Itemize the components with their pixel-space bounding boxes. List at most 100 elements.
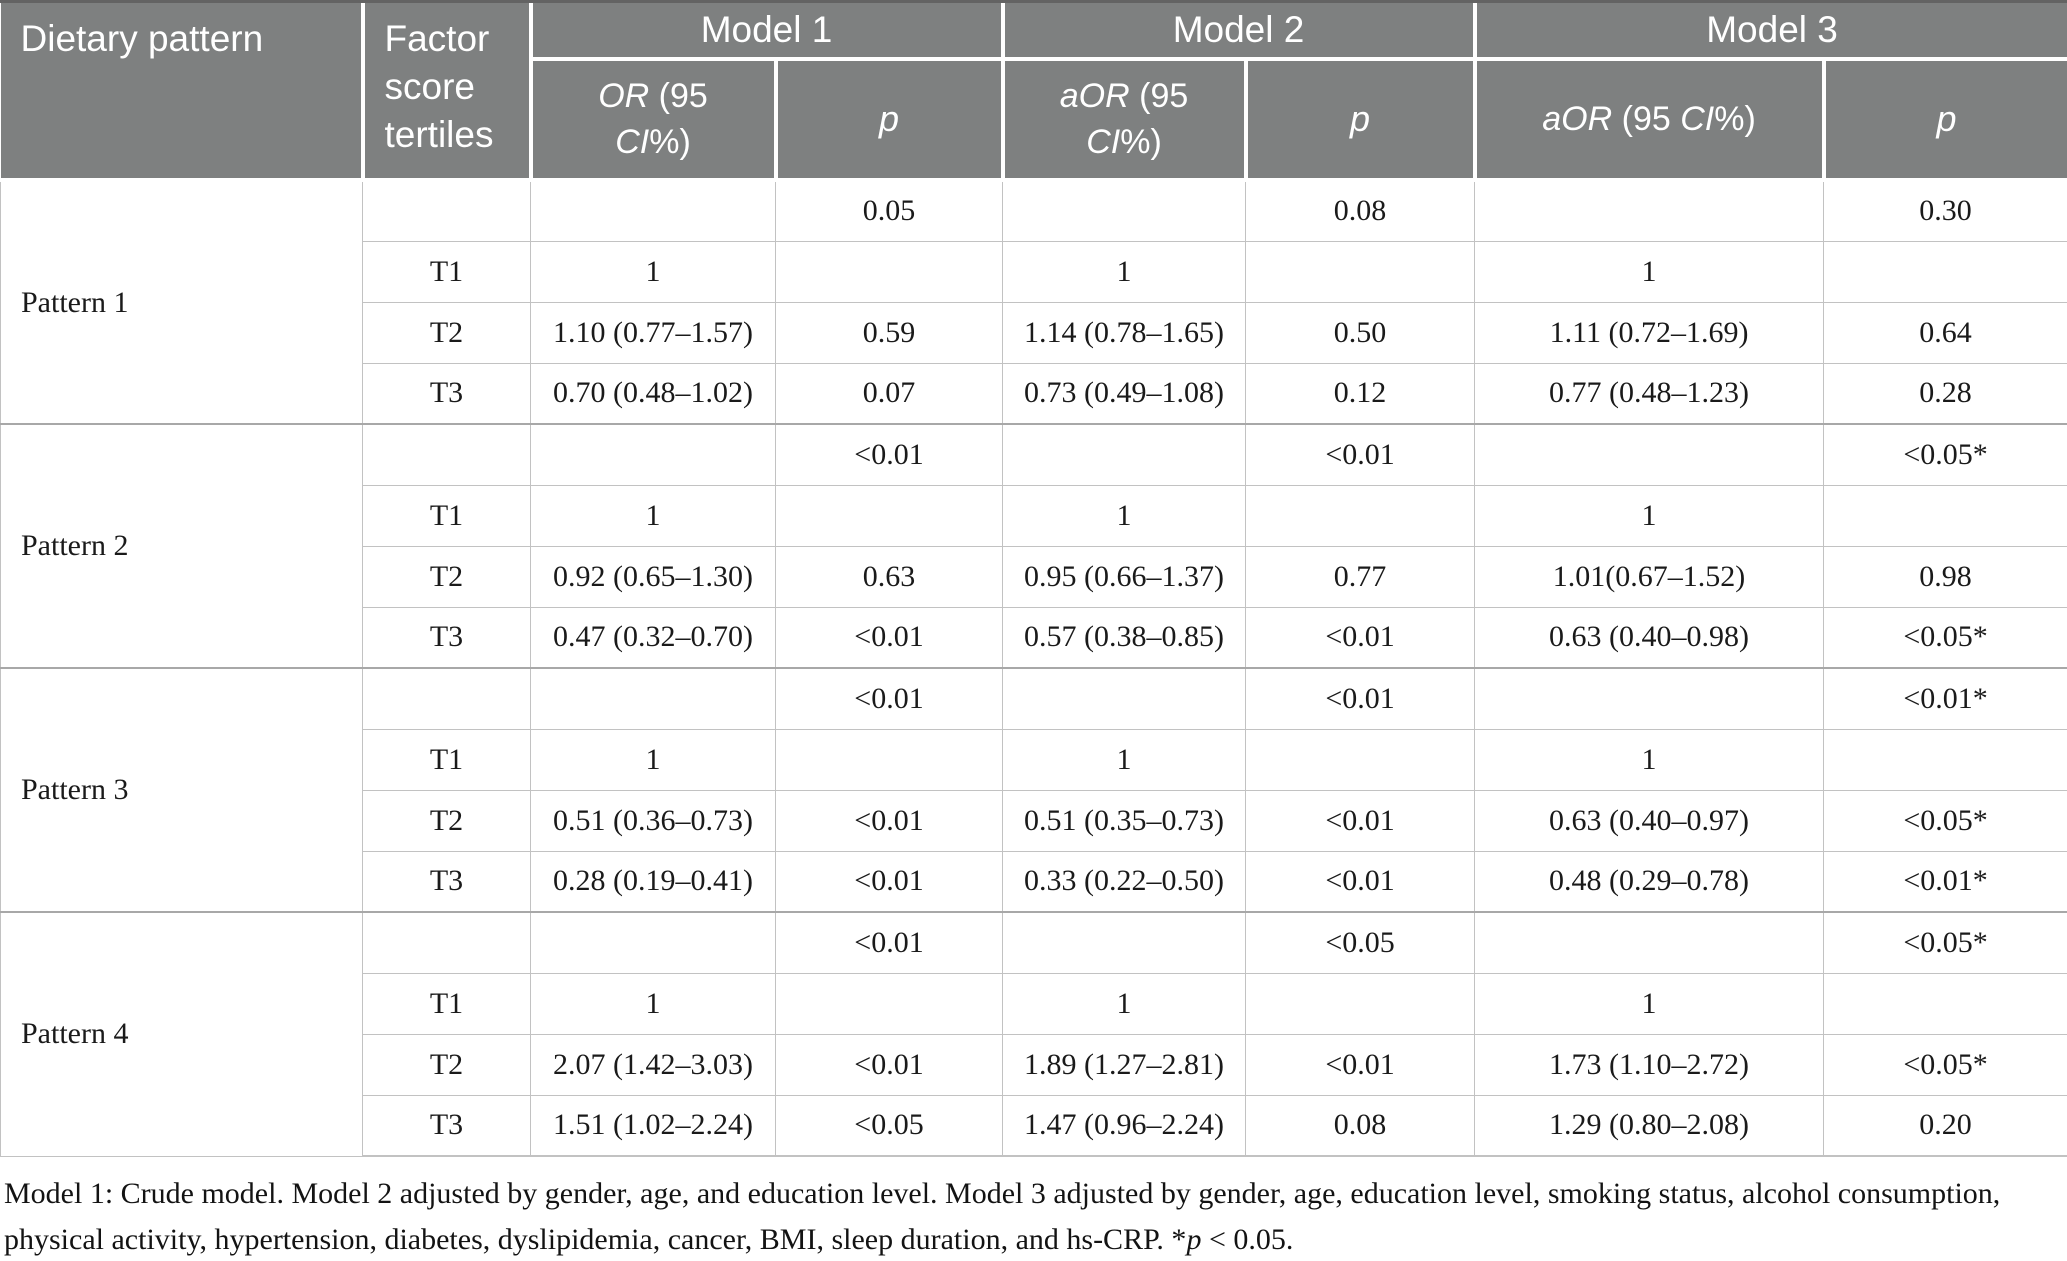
- or-cell: 1.89 (1.27–2.81): [1002, 1033, 1247, 1096]
- or-cell: [530, 911, 776, 974]
- p-cell: <0.01: [1245, 423, 1476, 486]
- p-cell: 0.12: [1245, 362, 1476, 425]
- or-cell: 0.51 (0.36–0.73): [530, 789, 776, 852]
- table-row: T2 0.51 (0.36–0.73) <0.01 0.51 (0.35–0.7…: [1, 789, 2067, 852]
- table-row: T3 0.70 (0.48–1.02) 0.07 0.73 (0.49–1.08…: [1, 362, 2067, 425]
- p-cell: [1823, 484, 2067, 547]
- table-row: Pattern 2 <0.01 <0.01 <0.05*: [0, 423, 2067, 669]
- or-cell: [1474, 423, 1825, 486]
- or-cell: [1002, 179, 1247, 242]
- p-cell: <0.01: [774, 911, 1004, 974]
- or-cell: 1.10 (0.77–1.57): [530, 301, 776, 364]
- or-cell: 0.57 (0.38–0.85): [1002, 606, 1247, 669]
- or-cell: 1.11 (0.72–1.69): [1474, 301, 1825, 364]
- p-cell: 0.05: [774, 179, 1004, 242]
- p-cell: [1823, 972, 2067, 1035]
- p-cell: <0.05*: [1823, 423, 2067, 486]
- or-cell: 2.07 (1.42–3.03): [530, 1033, 776, 1096]
- tertile-cell: T1: [362, 972, 531, 1035]
- or-cell: 1.47 (0.96–2.24): [1002, 1094, 1247, 1157]
- p-cell: <0.01: [1245, 789, 1476, 852]
- table-body: Pattern 1 0.05 0.08 0.30 T1 1 1 1: [0, 179, 2067, 1157]
- tertile-cell: T3: [362, 1094, 531, 1157]
- table-row: T3 1.51 (1.02–2.24) <0.05 1.47 (0.96–2.2…: [1, 1094, 2067, 1157]
- or-cell: 1.14 (0.78–1.65): [1002, 301, 1247, 364]
- table-header: Dietary pattern Factor score tertiles Mo…: [0, 3, 2067, 182]
- aor-label-end: %): [1714, 99, 1756, 138]
- or-cell: 0.51 (0.35–0.73): [1002, 789, 1247, 852]
- footnote-text: Model 1: Crude model. Model 2 adjusted b…: [4, 1177, 2001, 1256]
- p-cell: <0.01: [1245, 606, 1476, 669]
- header-m3-p: p: [1821, 57, 2067, 182]
- p-cell: [1823, 728, 2067, 791]
- ci-label: CI: [1086, 122, 1121, 161]
- or-cell: [1002, 911, 1247, 974]
- header-factor-score-tertiles: Factor score tertiles: [360, 3, 533, 182]
- aor-label: aOR: [1059, 76, 1130, 115]
- p-cell: [774, 972, 1004, 1035]
- p-cell: [774, 240, 1004, 303]
- results-table: Dietary pattern Factor score tertiles Mo…: [0, 3, 2067, 1157]
- p-cell: 0.64: [1823, 301, 2067, 364]
- p-cell: [1823, 240, 2067, 303]
- header-row-sub: OR (95 CI%) p aOR (95 CI%) p aOR (95 CI%…: [1, 57, 2067, 182]
- tertile-cell: T2: [362, 789, 531, 852]
- or-cell: 1.73 (1.10–2.72): [1474, 1033, 1825, 1096]
- tertile-cell: [362, 667, 531, 730]
- tertile-cell: T2: [362, 301, 531, 364]
- or-cell: 0.47 (0.32–0.70): [530, 606, 776, 669]
- p-cell: <0.05: [1245, 911, 1476, 974]
- table-row: Pattern 4 <0.01 <0.05 <0.05*: [0, 911, 2067, 1157]
- p-cell: [774, 484, 1004, 547]
- or-cell: 1: [1474, 972, 1825, 1035]
- p-cell: <0.01: [1245, 850, 1476, 913]
- footnote-p-italic: p: [1186, 1222, 1202, 1256]
- or-cell: 0.73 (0.49–1.08): [1002, 362, 1247, 425]
- aor-label-end: %): [1120, 122, 1162, 161]
- results-table-wrapper: Dietary pattern Factor score tertiles Mo…: [0, 0, 2067, 1157]
- header-m1-or: OR (95 CI%): [530, 57, 778, 182]
- or-cell: 0.63 (0.40–0.97): [1474, 789, 1825, 852]
- p-cell: [1245, 728, 1476, 791]
- p-cell: 0.30: [1823, 179, 2067, 242]
- or-cell: 1: [1002, 240, 1247, 303]
- header-m3-aor: aOR (95 CI%): [1472, 57, 1826, 182]
- or-cell: 0.92 (0.65–1.30): [530, 545, 776, 608]
- table-row: T1 1 1 1: [1, 484, 2067, 547]
- p-cell: <0.05*: [1823, 1033, 2067, 1096]
- p-label: p: [1350, 98, 1371, 140]
- or-cell: 1.51 (1.02–2.24): [530, 1094, 776, 1157]
- pattern-cell: Pattern 4: [0, 911, 363, 1157]
- footnote-tail: < 0.05.: [1201, 1222, 1294, 1256]
- p-cell: <0.01: [774, 667, 1004, 730]
- or-cell: [1002, 423, 1247, 486]
- p-cell: [1245, 972, 1476, 1035]
- tertile-cell: T1: [362, 240, 531, 303]
- or-cell: 1: [1002, 484, 1247, 547]
- table-row: T2 0.92 (0.65–1.30) 0.63 0.95 (0.66–1.37…: [1, 545, 2067, 608]
- or-cell: 1: [530, 484, 776, 547]
- p-cell: <0.05: [774, 1094, 1004, 1157]
- header-m2-p: p: [1243, 57, 1477, 182]
- tertile-cell: [362, 179, 531, 242]
- tertile-cell: T3: [362, 606, 531, 669]
- or-cell: 0.77 (0.48–1.23): [1474, 362, 1825, 425]
- tertile-cell: T1: [362, 728, 531, 791]
- or-cell: 0.70 (0.48–1.02): [530, 362, 776, 425]
- table-row: T2 1.10 (0.77–1.57) 0.59 1.14 (0.78–1.65…: [1, 301, 2067, 364]
- or-cell: 0.48 (0.29–0.78): [1474, 850, 1825, 913]
- pattern-cell: Pattern 3: [0, 667, 363, 913]
- p-label: p: [878, 98, 900, 140]
- or-cell: 1: [1474, 240, 1825, 303]
- p-cell: 0.08: [1245, 1094, 1476, 1157]
- header-m2-aor: aOR (95 CI%): [1000, 57, 1248, 182]
- p-cell: <0.01: [774, 606, 1004, 669]
- header-model-1: Model 1: [528, 3, 1005, 61]
- or-cell: [530, 179, 776, 242]
- p-cell: <0.01: [1245, 1033, 1476, 1096]
- header-row-models: Dietary pattern Factor score tertiles Mo…: [0, 3, 2067, 182]
- aor-label-mid: (95: [1129, 76, 1189, 115]
- p-cell: [774, 728, 1004, 791]
- aor-label: aOR: [1542, 99, 1613, 138]
